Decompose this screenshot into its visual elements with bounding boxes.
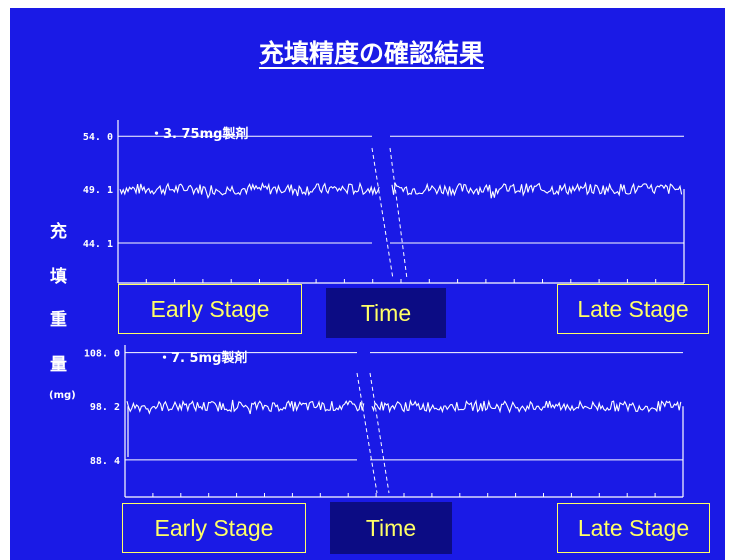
y-tick-label: 49. 1	[83, 185, 113, 196]
y-tick-label: 98. 2	[90, 402, 120, 413]
chart-title: ・7. 5mg製剤	[158, 350, 247, 366]
slide-title-text: 充填精度の確認結果	[258, 39, 484, 68]
early-stage-label-top: Early Stage	[118, 284, 302, 334]
trace-late	[371, 399, 682, 414]
trace-early	[119, 181, 380, 200]
time-label-top: Time	[326, 288, 446, 338]
chart-title: ・3. 75mg製剤	[150, 126, 248, 142]
late-stage-label-top: Late Stage	[557, 284, 709, 334]
y-tick-label: 88. 4	[90, 456, 120, 467]
late-stage-label-bottom: Late Stage	[557, 503, 710, 553]
trace-late	[391, 181, 683, 199]
time-break-line	[389, 147, 408, 280]
early-stage-label-bottom: Early Stage	[122, 503, 306, 553]
time-break-line	[369, 372, 390, 494]
time-break-line	[356, 372, 378, 494]
y-axis-char-1: 充	[50, 222, 67, 242]
y-axis-unit: (mg)	[49, 390, 76, 401]
y-tick-label: 54. 0	[83, 132, 113, 143]
y-tick-label: 44. 1	[83, 239, 113, 250]
y-axis-char-3: 重	[50, 310, 67, 330]
y-tick-label: 108. 0	[84, 349, 120, 360]
slide-title: 充填精度の確認結果	[0, 34, 743, 70]
time-break-line	[371, 147, 394, 280]
y-axis-char-2: 填	[50, 267, 67, 287]
trace-early	[126, 399, 365, 415]
time-label-bottom: Time	[330, 502, 452, 554]
y-axis-char-4: 量	[50, 355, 67, 375]
